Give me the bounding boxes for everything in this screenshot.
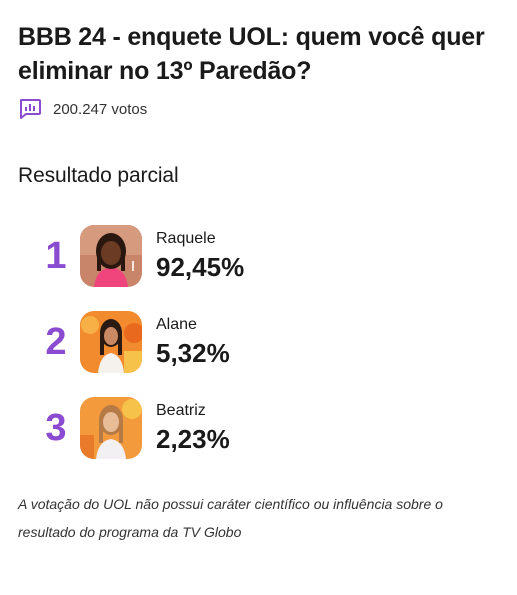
result-row: 2 Alane 5,32% <box>18 310 508 374</box>
contestant-photo-raquele <box>80 225 142 287</box>
result-row: 3 Beatriz 2,23% <box>18 396 508 460</box>
result-info: Raquele 92,45% <box>156 229 244 283</box>
section-title: Resultado parcial <box>18 164 179 187</box>
contestant-name: Beatriz <box>156 402 206 419</box>
contestant-name: Alane <box>156 316 197 333</box>
result-rank: 2 <box>45 320 67 363</box>
poll-card: BBB 24 - enquete UOL: quem você quer eli… <box>18 20 508 560</box>
contestant-photo-beatriz <box>80 397 142 459</box>
result-percent: 2,23% <box>156 424 230 454</box>
disclaimer: A votação do UOL não possui caráter cien… <box>18 496 443 540</box>
result-rank: 1 <box>45 234 67 277</box>
result-percent: 5,32% <box>156 338 230 368</box>
results-list: 1 Raquele 92,45% 2 <box>18 224 508 460</box>
result-info: Alane 5,32% <box>156 315 230 369</box>
result-row: 1 Raquele 92,45% <box>18 224 508 288</box>
contestant-name: Raquele <box>156 230 216 247</box>
vote-count: 200.247 votos <box>53 100 148 118</box>
vote-count-row: 200.247 votos <box>18 98 508 120</box>
result-percent: 92,45% <box>156 252 245 282</box>
poll-chart-icon <box>18 98 42 120</box>
poll-title: BBB 24 - enquete UOL: quem você quer eli… <box>18 23 485 85</box>
result-info: Beatriz 2,23% <box>156 401 230 455</box>
result-rank: 3 <box>45 406 67 449</box>
contestant-photo-alane <box>80 311 142 373</box>
